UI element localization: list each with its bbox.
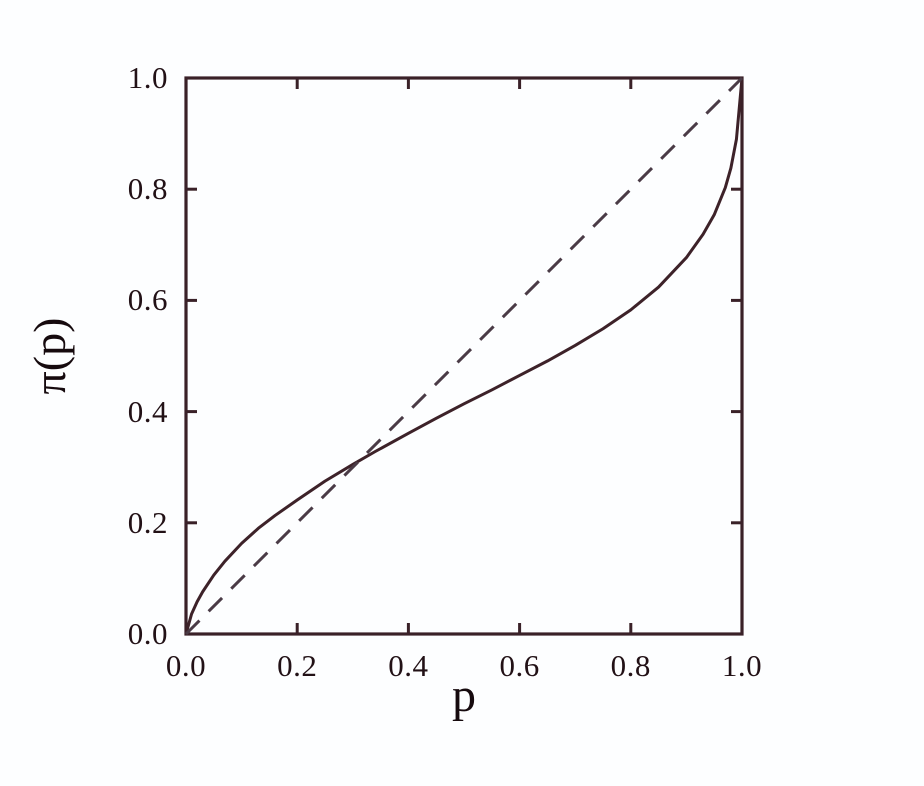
y-tick-label: 0.8 — [127, 171, 168, 207]
y-tick-label: 0.4 — [127, 393, 168, 429]
tick-marks — [186, 78, 742, 634]
x-tick-label: 0.0 — [165, 648, 207, 683]
x-tick-label: 0.4 — [388, 648, 429, 683]
y-tick-label: 1.0 — [127, 60, 168, 95]
x-tick-label: 0.6 — [499, 648, 540, 683]
y-tick-label: 0.0 — [127, 616, 168, 651]
y-tick-label: 0.6 — [127, 282, 168, 318]
y-tick-label: 0.2 — [127, 504, 168, 540]
data-series-layer — [184, 76, 744, 636]
x-tick-label: 0.2 — [277, 648, 318, 683]
x-tick-label: 0.8 — [610, 648, 651, 683]
x-tick-label: 1.0 — [721, 648, 763, 683]
x-axis-title: p — [452, 669, 476, 722]
y-axis-title: π(p) — [24, 317, 75, 395]
axes-frame — [184, 76, 744, 636]
